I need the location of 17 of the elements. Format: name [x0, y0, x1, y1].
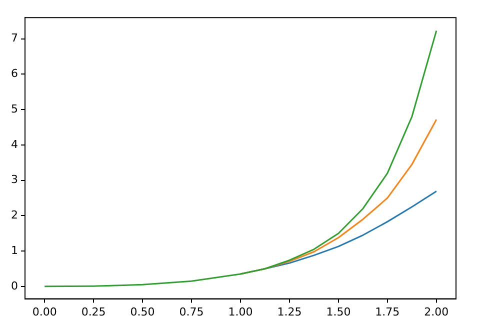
x-tick-label: 1.50 — [326, 305, 351, 318]
x-tick-label: 1.00 — [228, 305, 253, 318]
x-tick-label: 1.75 — [375, 305, 400, 318]
x-tick-label: 2.00 — [424, 305, 449, 318]
y-tick-label: 2 — [11, 208, 18, 222]
x-tick-label: 0.50 — [130, 305, 155, 318]
x-tick-label: 0.25 — [81, 305, 106, 318]
x-tick-label: 0.75 — [179, 305, 204, 318]
y-tick-label: 7 — [11, 32, 18, 45]
x-tick-label: 1.25 — [277, 305, 302, 318]
y-tick-label: 1 — [11, 244, 18, 257]
y-tick-label: 3 — [11, 173, 18, 186]
y-tick-label: 0 — [11, 279, 18, 292]
y-tick-label: 4 — [11, 138, 18, 151]
y-tick-label: 6 — [11, 67, 18, 80]
y-tick-label: 5 — [11, 102, 18, 116]
x-tick-label: 0.00 — [32, 305, 57, 318]
